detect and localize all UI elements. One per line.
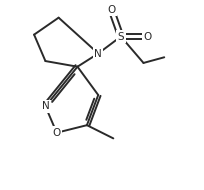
Text: S: S [118, 32, 124, 42]
Text: O: O [53, 128, 61, 138]
Text: O: O [107, 5, 115, 15]
Text: N: N [42, 101, 49, 111]
Text: N: N [94, 48, 102, 59]
Text: O: O [143, 32, 151, 42]
